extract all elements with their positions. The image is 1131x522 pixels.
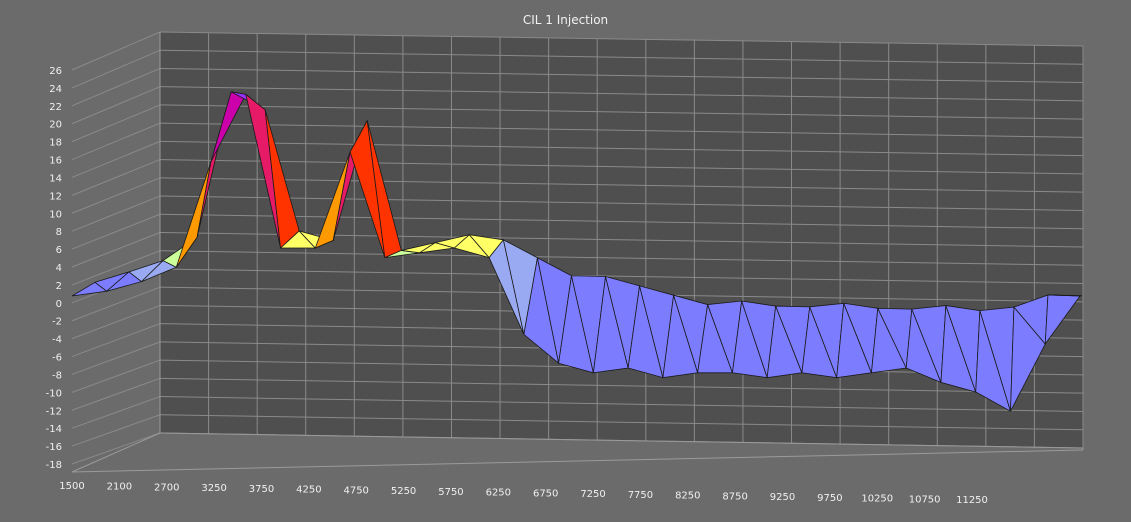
grid-line-side bbox=[71, 396, 161, 429]
grid-line-side bbox=[71, 140, 161, 178]
y-axis-ticks: 26242220181614121086420-2-4-6-8-10-12-14… bbox=[46, 66, 62, 471]
grid-line-h bbox=[159, 250, 1084, 266]
grid-line-side bbox=[71, 250, 161, 286]
grid-line-h bbox=[159, 268, 1084, 285]
y-tick-label: 20 bbox=[49, 120, 62, 131]
y-tick-label: 14 bbox=[49, 173, 62, 184]
x-tick-label: 10750 bbox=[909, 494, 941, 505]
grid-line-h bbox=[159, 377, 1084, 394]
grid-line-h bbox=[159, 159, 1084, 175]
y-tick-label: 6 bbox=[56, 245, 62, 256]
grid-line-h bbox=[159, 86, 1084, 102]
y-tick-label: -12 bbox=[46, 406, 62, 417]
y-tick-label: 8 bbox=[56, 227, 62, 238]
grid-line-h bbox=[159, 195, 1084, 211]
y-tick-label: 16 bbox=[49, 156, 62, 167]
y-tick-label: 4 bbox=[56, 263, 62, 274]
y-tick-label: -10 bbox=[46, 388, 62, 399]
floor-front-edge bbox=[71, 449, 1084, 473]
x-tick-label: 9750 bbox=[817, 493, 842, 504]
grid-line-side bbox=[71, 432, 161, 465]
grid-line-side bbox=[71, 341, 161, 375]
y-tick-label: -14 bbox=[46, 424, 62, 435]
y-tick-label: -16 bbox=[46, 442, 62, 453]
x-tick-label: 4750 bbox=[343, 485, 368, 496]
grid-line-h bbox=[159, 396, 1084, 412]
chart-title: CIL 1 Injection bbox=[522, 13, 609, 27]
floor-left-edge bbox=[71, 432, 161, 473]
grid-line-side bbox=[71, 122, 161, 161]
y-tick-label: -6 bbox=[52, 353, 62, 364]
side-wall bbox=[72, 32, 160, 472]
x-tick-label: 3750 bbox=[249, 484, 274, 495]
x-tick-label: 2100 bbox=[107, 482, 132, 493]
y-tick-label: 26 bbox=[49, 66, 62, 77]
grid-line-h bbox=[159, 49, 1084, 65]
grid-line-side bbox=[71, 304, 161, 340]
surface-facet bbox=[1047, 294, 1083, 297]
grid-line-side bbox=[71, 213, 161, 250]
grid-line-side bbox=[71, 323, 161, 358]
floor-back-edge bbox=[159, 432, 1084, 449]
x-tick-label: 2700 bbox=[154, 482, 179, 493]
grid-line-h bbox=[159, 31, 1084, 47]
x-axis-ticks: 1500 2100 2700 3250 3750 4250 4750 5250 5750 6250… bbox=[59, 481, 988, 506]
grid-line-side bbox=[71, 159, 161, 196]
grid-line-side bbox=[71, 177, 161, 214]
grid-line-h bbox=[159, 104, 1084, 120]
x-tick-label: 7750 bbox=[628, 490, 653, 501]
grid-line-side bbox=[71, 67, 161, 107]
y-tick-label: 12 bbox=[49, 191, 62, 202]
y-tick-label: 0 bbox=[56, 299, 62, 310]
grid-line-h bbox=[159, 140, 1084, 157]
grid-line-side bbox=[71, 414, 161, 447]
y-tick-label: 10 bbox=[49, 209, 62, 220]
x-tick-label: 9250 bbox=[770, 492, 795, 503]
x-tick-label: 3250 bbox=[201, 483, 226, 494]
x-tick-label: 4250 bbox=[296, 485, 321, 496]
x-tick-label: 11250 bbox=[956, 495, 988, 506]
grid-line-h bbox=[159, 414, 1084, 431]
x-tick-label: 6250 bbox=[486, 488, 511, 499]
y-tick-label: -8 bbox=[52, 370, 62, 381]
y-tick-label: 2 bbox=[56, 281, 62, 292]
grid-line-side bbox=[71, 49, 161, 89]
y-tick-label: -18 bbox=[46, 460, 62, 471]
grid-line-h bbox=[159, 67, 1084, 84]
grid-line-side bbox=[71, 232, 161, 268]
grid-line-h bbox=[159, 213, 1084, 230]
y-tick-label: 22 bbox=[49, 102, 62, 113]
x-tick-label: 1500 bbox=[59, 481, 84, 492]
grid-line-h bbox=[159, 122, 1084, 138]
y-tick-label: 18 bbox=[49, 138, 62, 149]
grid-line-side bbox=[71, 195, 161, 232]
surface-mesh bbox=[71, 91, 1083, 413]
x-tick-label: 10250 bbox=[861, 494, 893, 505]
x-tick-label: 8750 bbox=[722, 491, 747, 502]
y-tick-label: -2 bbox=[52, 317, 62, 328]
grid-line-side bbox=[71, 86, 161, 125]
y-tick-label: -4 bbox=[52, 335, 62, 346]
x-tick-label: 5250 bbox=[391, 486, 416, 497]
x-tick-label: 7250 bbox=[580, 489, 605, 500]
y-tick-label: 24 bbox=[49, 84, 62, 95]
grid-line-side bbox=[71, 31, 161, 71]
x-tick-label: 6750 bbox=[533, 488, 558, 499]
grid-line-side bbox=[71, 377, 161, 411]
x-tick-label: 5750 bbox=[438, 487, 463, 498]
grid-line-side bbox=[71, 286, 161, 322]
grid-line-h bbox=[159, 177, 1084, 193]
grid-line-side bbox=[71, 104, 161, 143]
x-tick-label: 8250 bbox=[675, 491, 700, 502]
grid-line-side bbox=[71, 359, 161, 393]
